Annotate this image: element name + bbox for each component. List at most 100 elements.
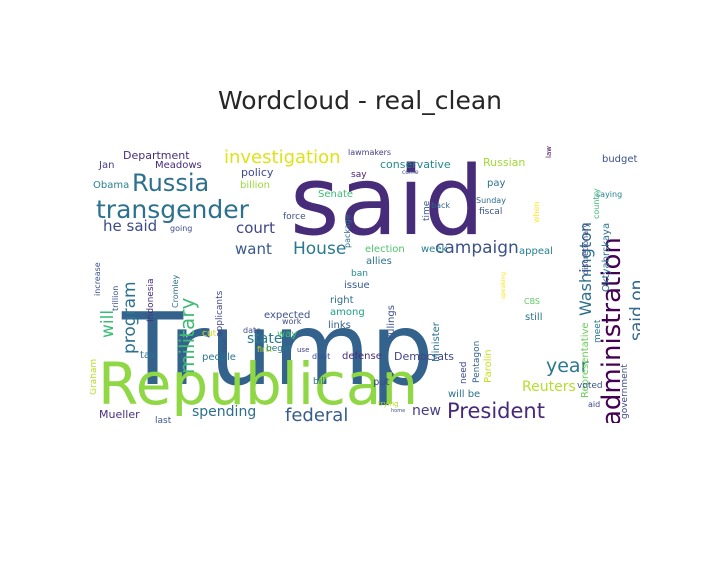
word-billion: billion — [240, 180, 270, 191]
word-washington: Washington — [576, 222, 595, 316]
word-budget: budget — [602, 154, 638, 165]
word-use: use — [297, 346, 309, 354]
word-will-be: will be — [448, 389, 480, 400]
word-president: President — [447, 399, 545, 423]
word-indonesia: Indonesia — [146, 278, 156, 322]
word-links: links — [328, 320, 351, 331]
word-put: put — [373, 377, 390, 388]
word-law: law — [545, 146, 553, 158]
word-program: program — [120, 281, 140, 354]
word-pay: pay — [487, 178, 505, 189]
word-campaign: campaign — [435, 238, 519, 258]
word-government: government — [620, 364, 630, 419]
word-defense: defense — [342, 351, 382, 362]
word-year: year — [546, 355, 589, 377]
word-meet: meet — [593, 319, 603, 343]
word-policy: policy — [241, 166, 274, 179]
word-applicants: applicants — [215, 290, 225, 337]
word-representative: Representative — [580, 322, 591, 398]
word-discretionary: discretionary — [581, 223, 590, 275]
word-sunday: Sunday — [476, 196, 506, 205]
word-trump: Trump — [121, 291, 434, 408]
word-speaking: speaking — [500, 272, 507, 299]
word-need: need — [459, 362, 469, 385]
word-transgender: transgender — [96, 195, 250, 224]
word-mueller: Mueller — [99, 408, 140, 421]
word-come: come — [402, 169, 419, 176]
word-trillion: trillion — [111, 286, 120, 311]
word-people: people — [202, 352, 236, 363]
word-graham: Graham — [90, 359, 99, 395]
word-work: work — [282, 317, 302, 326]
word-aid: aid — [588, 400, 600, 409]
word-last: last — [155, 416, 172, 423]
word-democrats: Democrats — [394, 350, 454, 363]
word-home: home — [391, 408, 405, 414]
word-way: way — [277, 329, 297, 340]
word-debt: debt — [312, 352, 330, 361]
word-spending: spending — [192, 404, 256, 420]
word-court: court — [236, 219, 275, 237]
word-country: country — [592, 188, 601, 219]
word-republican: Republican — [98, 350, 418, 418]
word-say: say — [351, 170, 367, 180]
word-cbs: CBS — [524, 297, 540, 306]
word-obama: Obama — [93, 180, 129, 191]
word-state: state — [247, 331, 282, 347]
word-appeal: appeal — [519, 246, 553, 257]
word-date: date — [243, 326, 261, 335]
word-saying: saying — [596, 190, 622, 199]
wordcloud-canvas: Trump said Republican administration transge… — [90, 136, 640, 423]
word-military: military — [175, 298, 199, 374]
word-voted: voted — [577, 381, 603, 391]
word-department: Department — [123, 149, 190, 162]
word-meadows: Meadows — [155, 160, 202, 171]
word-issue: issue — [344, 280, 370, 291]
word-first: first — [257, 345, 273, 354]
word-house: House — [293, 239, 346, 259]
word-ban: ban — [351, 269, 368, 279]
word-fiscal: fiscal — [479, 207, 502, 217]
word-russian: Russian — [483, 156, 525, 169]
word-lawmakers: lawmakers — [348, 148, 391, 157]
word-parolin: Parolin — [483, 349, 494, 383]
word-oktyabrskaya: Oktyabrskaya — [601, 223, 612, 292]
word-allies: allies — [366, 256, 392, 267]
word-investigation: investigation — [224, 147, 341, 168]
word-package: package — [343, 214, 352, 248]
word-force: force — [283, 212, 306, 222]
word-begin: begin — [266, 344, 291, 354]
word-minister: Minister — [431, 321, 442, 362]
word-want: want — [235, 240, 272, 258]
word-he-said: he said — [103, 217, 157, 235]
word-rulings: rulings — [386, 305, 397, 339]
word-reuters: Reuters — [522, 379, 576, 395]
word-election: election — [365, 244, 405, 255]
word-pentagon: Pentagon — [472, 341, 482, 383]
word-time: time — [422, 200, 432, 221]
word-will: will — [98, 310, 118, 338]
word-administration: administration — [597, 237, 627, 423]
word-going: going — [170, 224, 192, 233]
word-right: right — [330, 295, 354, 306]
word-conservative: conservative — [380, 158, 451, 171]
word-expected: expected — [264, 310, 310, 321]
word-russia: Russia — [132, 169, 209, 197]
word-tax: tax — [140, 350, 156, 361]
word-senate: Senate — [318, 189, 353, 200]
word-back: back — [431, 201, 450, 210]
word-cromley: Cromley — [171, 274, 180, 308]
word-cut: cut — [202, 329, 217, 339]
word-when: when — [532, 201, 541, 223]
word-federal: federal — [285, 405, 348, 423]
word-increase: increase — [93, 262, 102, 296]
word-bill: bill — [313, 377, 326, 387]
word-said: said — [290, 147, 484, 257]
word-week: week — [421, 244, 447, 255]
word-still: still — [525, 312, 542, 323]
word-trying: trying — [378, 400, 399, 408]
word-new: new — [412, 403, 441, 419]
word-one: one — [221, 339, 229, 352]
word-said-on: said on — [627, 280, 640, 341]
chart-title: Wordcloud - real_clean — [218, 86, 502, 115]
